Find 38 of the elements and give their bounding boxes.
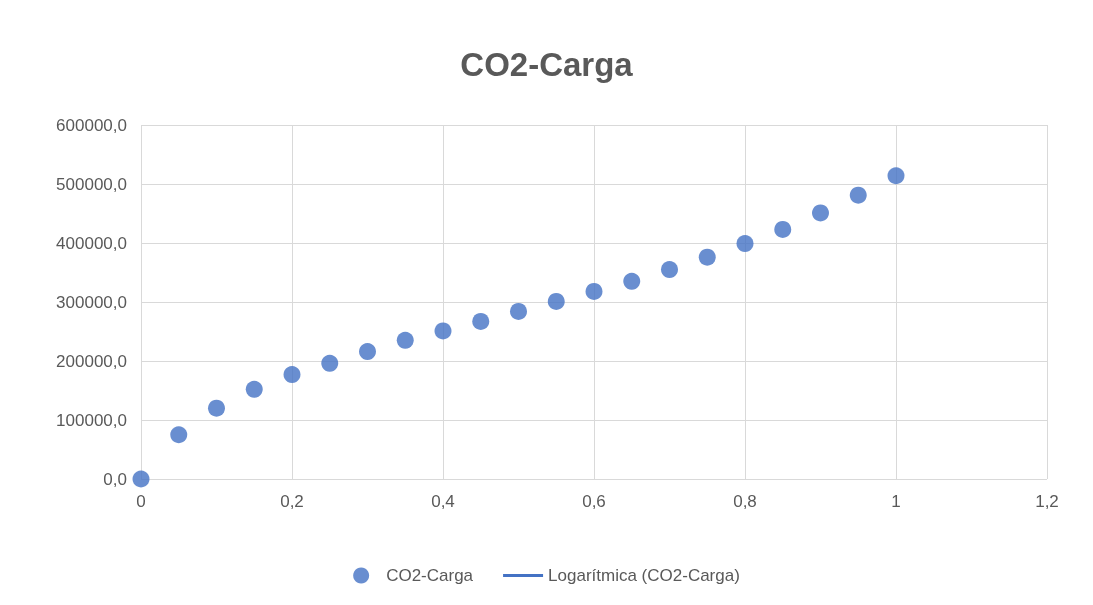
point [774, 220, 792, 238]
point [472, 312, 490, 330]
point [812, 204, 829, 222]
point [736, 235, 754, 253]
point [132, 470, 150, 488]
point [661, 261, 678, 279]
point [321, 354, 339, 372]
point [698, 248, 716, 266]
chart-title: CO2-Carga [460, 46, 634, 83]
x-tick-label: 1,2 [1035, 492, 1059, 511]
x-tick-label: 0,2 [280, 492, 304, 511]
y-tick-label: 0,0 [103, 469, 127, 489]
legend-label: Logarítmica (CO2-Carga) [548, 566, 740, 585]
point [283, 366, 301, 384]
x-tick-label: 0 [136, 492, 146, 511]
point [359, 343, 376, 361]
y-tick-label: 200000,0 [56, 351, 127, 371]
point [849, 186, 867, 204]
x-tick-label: 0,6 [582, 492, 606, 511]
point [887, 167, 905, 185]
x-tick-label: 1 [891, 492, 901, 511]
y-tick-label: 600000,0 [56, 115, 127, 135]
x-tick-label: 0,4 [431, 492, 455, 511]
point [510, 302, 527, 320]
x-tick-label: 0,8 [733, 492, 757, 511]
y-tick-label: 400000,0 [56, 233, 127, 253]
point [170, 426, 188, 444]
point [434, 322, 452, 340]
point [623, 272, 641, 290]
point [547, 292, 565, 310]
point [245, 380, 263, 398]
y-tick-label: 300000,0 [56, 292, 127, 312]
y-tick-label: 500000,0 [56, 174, 127, 194]
legend-label: CO2-Carga [386, 566, 474, 585]
point [585, 282, 603, 300]
y-tick-label: 100000,0 [56, 410, 127, 430]
point [208, 399, 225, 417]
point [396, 331, 414, 349]
